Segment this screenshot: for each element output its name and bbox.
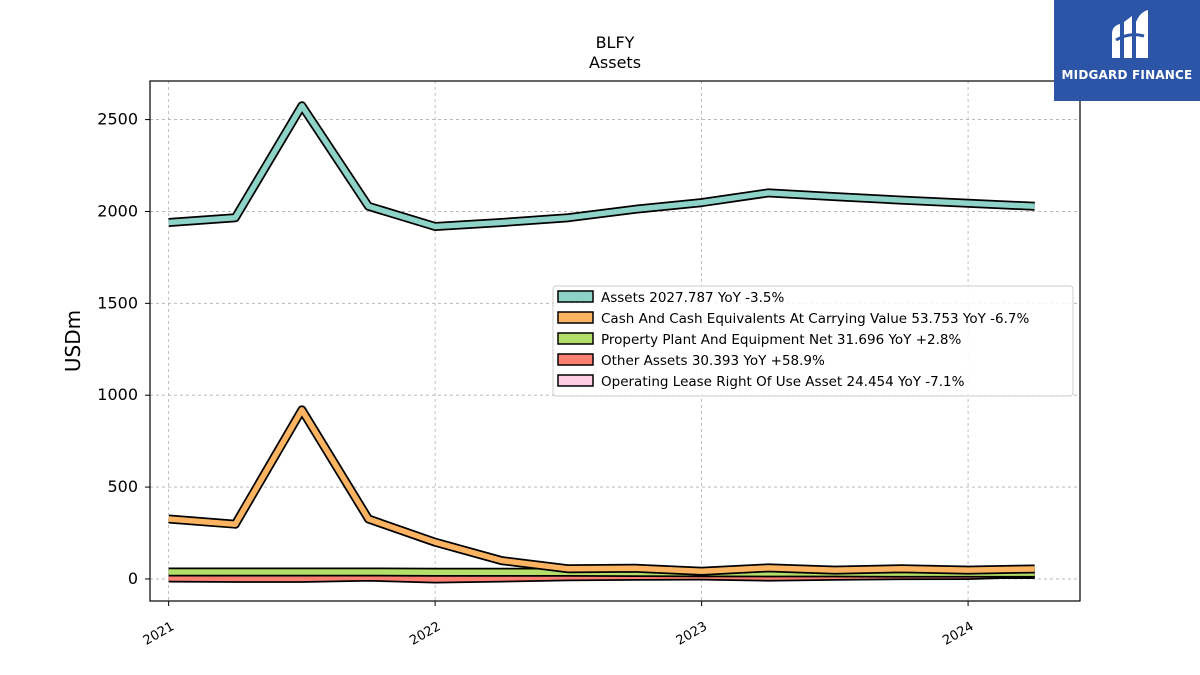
x-tick-label: 2023 xyxy=(674,619,710,649)
y-tick-label: 2500 xyxy=(97,110,138,129)
legend-label-cash-and-cash-equivalents-at-carrying-value: Cash And Cash Equivalents At Carrying Va… xyxy=(601,311,1029,327)
legend-label-operating-lease-right-of-use-asset: Operating Lease Right Of Use Asset 24.45… xyxy=(601,374,965,390)
series-outline-assets xyxy=(168,101,1035,231)
logo-mark-icon xyxy=(1112,10,1148,58)
x-tick-label: 2022 xyxy=(407,619,443,649)
x-axis-ticks: 2021 2022 2023 2024 xyxy=(141,601,976,649)
plot-frame xyxy=(149,80,1081,602)
legend: Assets 2027.787 YoY -3.5% Cash And Cash E… xyxy=(552,285,1074,397)
chart-subtitle: Assets xyxy=(589,53,641,72)
y-tick-label: 2000 xyxy=(97,201,138,220)
y-axis-ticks: 0 500 1000 1500 2000 2500 xyxy=(97,110,150,588)
series-outline-cash-and-cash-equivalents-at-carrying-value xyxy=(168,405,1035,576)
y-tick-label: 0 xyxy=(128,569,138,588)
series-lines xyxy=(168,101,1035,584)
y-tick-label: 1500 xyxy=(97,293,138,312)
y-tick-label: 500 xyxy=(107,477,138,496)
legend-swatch-property-plant-and-equipment-net xyxy=(557,332,594,345)
midgard-finance-logo: MIDGARD FINANCE xyxy=(1054,0,1200,101)
series-line-cash-and-cash-equivalents-at-carrying-value xyxy=(168,407,1035,574)
legend-swatch-assets xyxy=(557,290,594,303)
legend-label-assets: Assets 2027.787 YoY -3.5% xyxy=(601,290,785,306)
series-line-assets xyxy=(168,103,1035,230)
legend-swatch-cash-and-cash-equivalents-at-carrying-value xyxy=(557,311,594,324)
legend-frame xyxy=(552,285,1074,397)
y-tick-label: 1000 xyxy=(97,385,138,404)
legend-label-property-plant-and-equipment-net: Property Plant And Equipment Net 31.696 … xyxy=(601,332,961,348)
chart-title: BLFY xyxy=(596,33,635,52)
legend-swatch-other-assets xyxy=(557,353,594,366)
x-tick-label: 2021 xyxy=(141,619,177,649)
logo-text: MIDGARD FINANCE xyxy=(1061,68,1193,82)
legend-label-other-assets: Other Assets 30.393 YoY +58.9% xyxy=(601,353,825,369)
x-tick-label: 2024 xyxy=(940,619,976,649)
y-axis-label: USDm xyxy=(61,310,85,372)
legend-swatch-operating-lease-right-of-use-asset xyxy=(557,374,594,387)
